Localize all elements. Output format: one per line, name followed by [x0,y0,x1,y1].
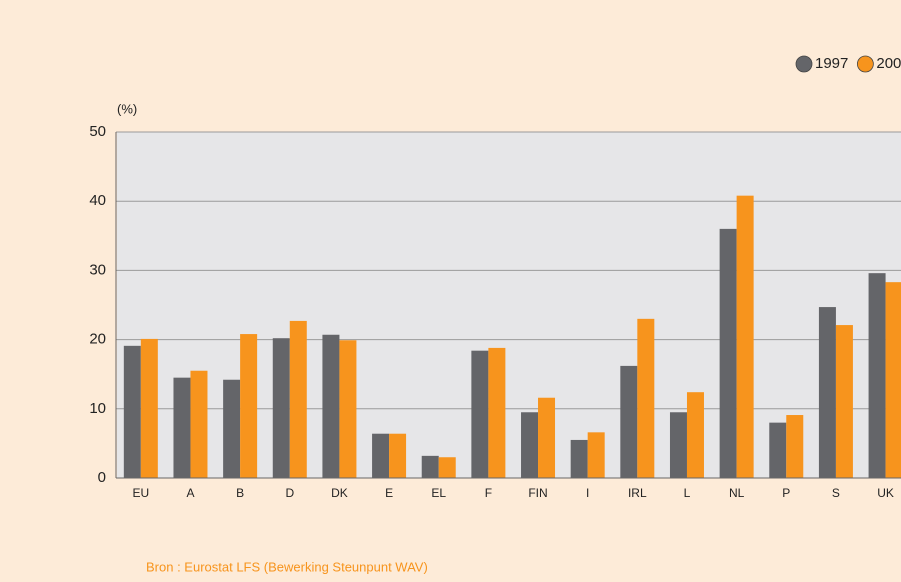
bar [140,338,158,478]
x-tick-label: A [186,486,194,500]
x-tick-label: E [385,486,393,500]
x-tick-label: S [832,486,840,500]
bar [818,307,836,478]
bar [637,318,655,478]
bar [123,345,141,478]
y-tick-label: 20 [89,331,106,348]
bar [868,273,886,478]
bar [587,432,605,478]
y-tick-label: 50 [89,123,106,140]
legend-swatch [795,55,813,73]
bar [190,370,208,478]
x-tick-label: NL [729,486,745,500]
x-tick-label: D [285,486,294,500]
y-tick-label: 10 [89,400,106,417]
bar [289,320,307,478]
bar [240,334,258,478]
x-tick-label: DK [331,486,348,500]
source: Bron : Eurostat LFS (Bewerking Steunpunt… [146,559,428,574]
legend-swatch [856,55,874,73]
bar [173,377,191,478]
bar [223,379,241,478]
bar [769,422,787,478]
bar [521,412,539,478]
x-tick-label: P [782,486,790,500]
bar [686,392,704,478]
legend-label: 1997 [815,55,848,72]
x-tick-label: B [236,486,244,500]
bar [736,195,754,478]
bar [421,455,439,478]
bar [488,347,506,478]
bar [372,433,390,478]
y-axis-label: (%) [117,101,137,116]
y-tick-label: 0 [98,469,106,486]
bar [272,338,290,478]
bar [669,412,687,478]
y-tick-label: 40 [89,192,106,209]
bar [786,415,804,478]
x-tick-label: UK [877,486,894,500]
bar [438,457,456,478]
bar [620,365,638,478]
x-tick-label: I [586,486,589,500]
bar [570,439,588,478]
bar [538,397,556,478]
x-tick-label: F [485,486,492,500]
x-tick-label: EU [132,486,149,500]
x-tick-label: FIN [528,486,547,500]
x-tick-label: EL [431,486,446,500]
x-tick-label: IRL [628,486,647,500]
bar [835,325,853,478]
bar [389,433,407,478]
bar [885,282,901,478]
x-tick-label: L [684,486,691,500]
bar [471,350,489,478]
bar [339,340,357,478]
bar [322,334,340,478]
bar [719,228,737,478]
legend-label: 2000 [876,55,901,72]
y-tick-label: 30 [89,261,106,278]
